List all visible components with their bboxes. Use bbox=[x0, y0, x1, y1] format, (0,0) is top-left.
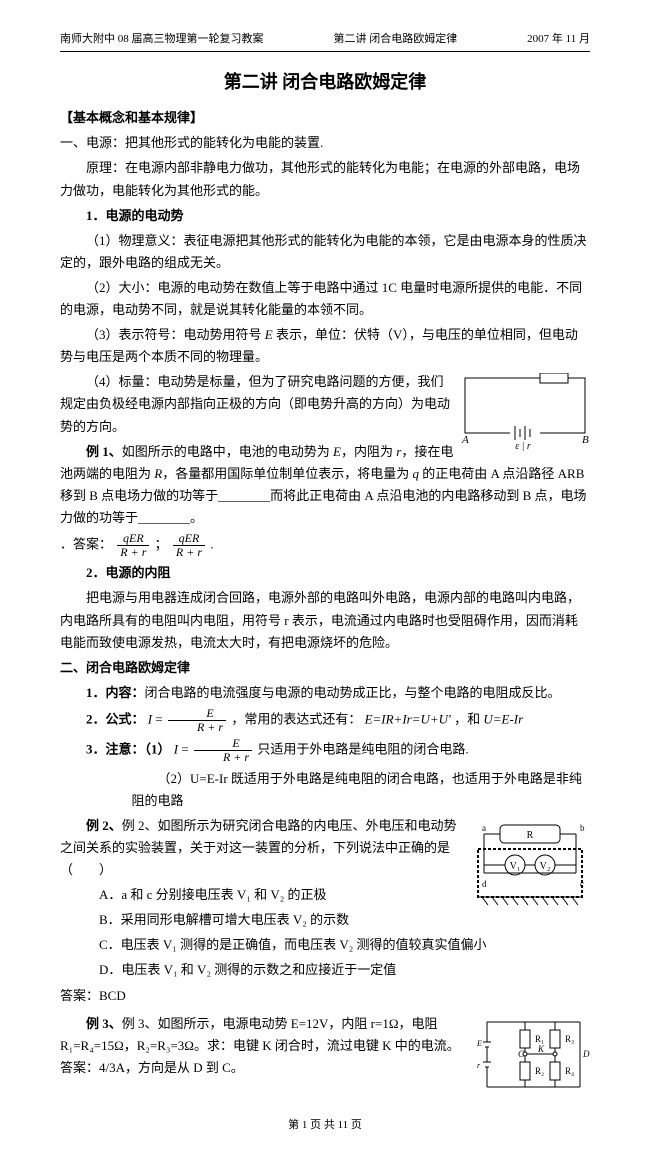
page-footer: 第 1 页 共 11 页 bbox=[60, 1116, 590, 1135]
svg-text:R₂: R₂ bbox=[535, 1066, 544, 1076]
page-header: 南师大附中 08 届高三物理第一轮复习教案 第二讲 闭合电路欧姆定律 2007 … bbox=[60, 30, 590, 52]
text: ； bbox=[155, 537, 168, 552]
svg-text:C: C bbox=[518, 1049, 525, 1059]
answer-1: ．答案： qERR + r ； qERR + r . bbox=[60, 532, 590, 559]
svg-text:R₃: R₃ bbox=[565, 1034, 574, 1044]
sym: I bbox=[174, 742, 178, 757]
denominator: R + r bbox=[117, 546, 149, 559]
opt-D: D．电压表 V₁ 和 V₂ 测得的示数之和应接近于一定值 bbox=[60, 959, 590, 981]
numerator: E bbox=[168, 707, 226, 721]
para-1-3: （3）表示符号：电动势用符号 E 表示，单位：伏特（V），与电压的单位相同，但电… bbox=[60, 324, 590, 368]
opt-B: B．采用同形电解槽可增大电压表 V₂ 的示数 bbox=[60, 909, 590, 931]
svg-text:R₄: R₄ bbox=[565, 1066, 574, 1076]
header-left: 南师大附中 08 届高三物理第一轮复习教案 bbox=[60, 30, 264, 49]
heading-emf: 1．电源的电动势 bbox=[60, 205, 590, 227]
para-3-1: 1．内容：闭合电路的电流强度与电源的电动势成正比，与整个电路的电阻成反比。 bbox=[60, 682, 590, 704]
document-title: 第二讲 闭合电路欧姆定律 bbox=[60, 67, 590, 98]
text: ，和 bbox=[454, 712, 483, 727]
denominator: R + r bbox=[168, 721, 226, 734]
svg-text:r: r bbox=[477, 1061, 481, 1070]
svg-text:d: d bbox=[482, 879, 487, 889]
text: ，内阻为 bbox=[341, 444, 396, 459]
symbol-E: E bbox=[265, 327, 273, 342]
para-1-2: （2）大小：电源的电动势在数值上等于电路中通过 1C 电量时电源所提供的电能．不… bbox=[60, 277, 590, 321]
para-2-1: 把电源与用电器连成闭合回路，电源外部的电路叫外电路，电源内部的电路叫内电路，内电… bbox=[60, 587, 590, 653]
svg-text:B: B bbox=[582, 434, 589, 446]
denominator: R + r bbox=[194, 751, 252, 764]
fraction-3: ER + r bbox=[168, 707, 226, 734]
svg-text:K: K bbox=[537, 1044, 545, 1054]
sym: I bbox=[148, 712, 152, 727]
opt-C: C．电压表 V₁ 测得的是正确值，而电压表 V₂ 测得的值较真实值偏小 bbox=[60, 934, 590, 956]
header-center: 第二讲 闭合电路欧姆定律 bbox=[333, 30, 457, 49]
text: 只适用于外电路是纯电阻的闭合电路. bbox=[257, 742, 468, 757]
text: 2．公式： bbox=[86, 712, 145, 727]
text: （3）表示符号：电动势用符号 bbox=[86, 327, 265, 342]
fraction-1: qERR + r bbox=[117, 532, 149, 559]
page: 南师大附中 08 届高三物理第一轮复习教案 第二讲 闭合电路欧姆定律 2007 … bbox=[0, 0, 650, 1164]
circuit-diagram-3: R₁ R₂ R₃ R₄ K C D E r bbox=[475, 1012, 590, 1097]
circuit-diagram-2: R V₁ V₂ a b d c bbox=[470, 817, 590, 907]
formula: U=E-Ir bbox=[483, 712, 523, 727]
text: ，各量都用国际单位制单位表示，将电量为 bbox=[162, 466, 412, 481]
numerator: qER bbox=[117, 532, 149, 546]
numerator: E bbox=[194, 737, 252, 751]
svg-text:A: A bbox=[461, 434, 469, 446]
svg-text:ε | r: ε | r bbox=[515, 441, 531, 451]
para-principle: 原理：在电源内部非静电力做功，其他形式的能转化为电能；在电源的外部电路，电场力做… bbox=[60, 157, 590, 201]
svg-text:V₂: V₂ bbox=[540, 861, 551, 872]
heading-ohm-law: 二、闭合电路欧姆定律 bbox=[60, 657, 590, 679]
svg-text:R₁: R₁ bbox=[535, 1034, 544, 1044]
svg-text:a: a bbox=[482, 823, 486, 833]
para-dianyuan: 一、电源：把其他形式的能转化为电能的装置. bbox=[60, 132, 590, 154]
para-3-4: （2）U=E-Ir 既适用于外电路是纯电阻的闭合电路，也适用于外电路是非纯阻的电… bbox=[60, 768, 590, 812]
text: ，常用的表达式还有： bbox=[231, 712, 361, 727]
numerator: qER bbox=[173, 532, 205, 546]
circuit-diagram-1: R R ε | r A B bbox=[460, 373, 590, 451]
svg-text:D: D bbox=[582, 1049, 590, 1059]
sym: E bbox=[333, 444, 341, 459]
para-3-3: 3．注意：（1） I = ER + r 只适用于外电路是纯电阻的闭合电路. bbox=[60, 737, 590, 764]
para-1-1: （1）物理意义：表征电源把其他形式的能转化为电能的本领，它是由电源本身的性质决定… bbox=[60, 230, 590, 274]
fraction-4: ER + r bbox=[194, 737, 252, 764]
svg-text:c: c bbox=[580, 879, 584, 889]
svg-text:V₁: V₁ bbox=[510, 861, 521, 872]
answer-2: 答案：BCD bbox=[60, 985, 590, 1007]
svg-text:R: R bbox=[550, 373, 557, 374]
header-right: 2007 年 11 月 bbox=[527, 30, 590, 49]
para-3-2: 2．公式： I = ER + r ，常用的表达式还有： E=IR+Ir=U+U'… bbox=[60, 707, 590, 734]
text: ．答案： bbox=[60, 537, 112, 552]
svg-text:b: b bbox=[580, 823, 585, 833]
svg-text:R: R bbox=[527, 830, 534, 841]
formula: E=IR+Ir=U+U' bbox=[365, 712, 451, 727]
section-header: 【基本概念和基本规律】 bbox=[60, 107, 590, 129]
heading-internal-r: 2．电源的内阻 bbox=[60, 562, 590, 584]
text: 3．注意：（1） bbox=[86, 742, 171, 757]
svg-text:E: E bbox=[476, 1039, 482, 1048]
fraction-2: qERR + r bbox=[173, 532, 205, 559]
denominator: R + r bbox=[173, 546, 205, 559]
example-1: 例 1、如图所示的电路中，电池的电动势为 E，内阻为 r，接在电池两端的电阻为 … bbox=[60, 441, 590, 529]
